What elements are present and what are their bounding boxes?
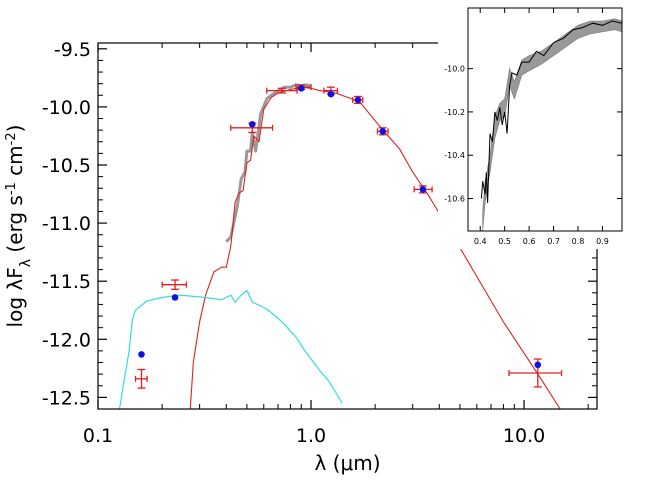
inset-y-tick-label: -10.4 [444, 151, 465, 160]
inset-axis-ticks: 0.4 0.5 0.6 0.7 0.8 0.9 -10.0 -10.2 -10.4 -10.6 [444, 8, 622, 246]
inset-background [438, 6, 626, 249]
main-sed-plot: 0.1 1.0 10.0 -9.5 -10.0 -10.5 -11.0 -11.5 -12.0 -… [3, 39, 598, 475]
y-tick-label: -12.5 [42, 387, 91, 409]
inset-plot-data [480, 18, 622, 231]
x-tick-label: 1.0 [296, 425, 326, 447]
inset-observed-line [480, 20, 622, 203]
y-tick-label: -12.0 [42, 329, 91, 351]
synthetic-point [379, 128, 387, 135]
inset-x-tick-label: 0.4 [474, 237, 487, 246]
observed-spectrum-line [225, 83, 312, 243]
inset-x-tick-label: 0.5 [498, 237, 511, 246]
synthetic-point [419, 186, 427, 193]
photometry-point [266, 87, 298, 94]
x-tick-label: 10.0 [503, 425, 545, 447]
cyan-companion-model-line [118, 289, 343, 409]
inset-x-tick-label: 0.7 [547, 237, 560, 246]
synthetic-point [171, 294, 179, 301]
inset-spectrum-plot: 0.4 0.5 0.6 0.7 0.8 0.9 -10.0 -10.2 -10.4 -10.6 [438, 6, 626, 249]
inset-x-tick-label: 0.6 [523, 237, 536, 246]
photometry-point [134, 368, 148, 389]
synthetic-point [297, 85, 305, 92]
inset-y-tick-label: -10.2 [444, 108, 465, 117]
main-axis-ticks: 0.1 1.0 10.0 -9.5 -10.0 -10.5 -11.0 -11.5 -12.0 -… [42, 39, 597, 447]
photometry-point [413, 185, 433, 194]
y-tick-label: -10.0 [42, 97, 91, 119]
synthetic-point [327, 90, 335, 98]
y-axis-label: log λFλ (erg s-1 cm-2) [3, 125, 34, 328]
y-tick-label: -10.5 [42, 155, 91, 177]
inset-plot-frame [467, 7, 623, 232]
synthetic-point [138, 351, 145, 358]
inset-x-tick-label: 0.8 [572, 237, 585, 246]
y-tick-label: -11.5 [42, 271, 91, 293]
synthetic-point [248, 121, 256, 128]
y-tick-label: -9.5 [54, 39, 91, 61]
inset-x-tick-label: 0.9 [596, 237, 609, 246]
photometry-point [161, 279, 188, 290]
synthetic-point [534, 361, 542, 369]
x-axis-label: λ (μm) [314, 451, 380, 475]
y-tick-label: -11.0 [42, 213, 91, 235]
synthetic-point [354, 96, 362, 104]
inset-y-tick-label: -10.6 [444, 195, 465, 204]
inset-y-tick-label: -10.0 [444, 65, 465, 74]
x-tick-label: 0.1 [83, 425, 113, 447]
